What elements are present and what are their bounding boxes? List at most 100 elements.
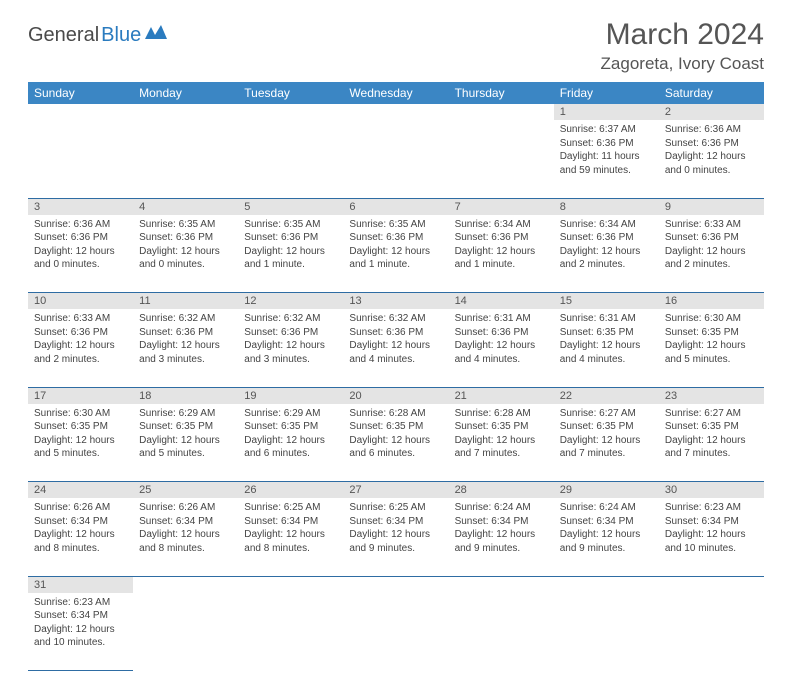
day-cell: Sunrise: 6:24 AMSunset: 6:34 PMDaylight:… — [554, 498, 659, 576]
calendar-body: 12Sunrise: 6:37 AMSunset: 6:36 PMDayligh… — [28, 104, 764, 671]
day-line: Daylight: 12 hours and 7 minutes. — [560, 434, 653, 461]
day-number-cell: 1 — [554, 104, 659, 120]
day-number-cell: 9 — [659, 198, 764, 215]
day-line: Sunrise: 6:26 AM — [139, 501, 232, 515]
day-number-cell: 27 — [343, 482, 448, 499]
day-line: Sunset: 6:36 PM — [665, 137, 758, 151]
day-content: Sunrise: 6:32 AMSunset: 6:36 PMDaylight:… — [133, 309, 238, 372]
day-cell: Sunrise: 6:37 AMSunset: 6:36 PMDaylight:… — [554, 120, 659, 198]
day-line: Sunset: 6:35 PM — [349, 420, 442, 434]
day-cell: Sunrise: 6:36 AMSunset: 6:36 PMDaylight:… — [28, 215, 133, 293]
content-row: Sunrise: 6:26 AMSunset: 6:34 PMDaylight:… — [28, 498, 764, 576]
day-line: Sunset: 6:36 PM — [139, 231, 232, 245]
day-line: Daylight: 12 hours and 0 minutes. — [34, 245, 127, 272]
day-cell — [554, 593, 659, 671]
day-content: Sunrise: 6:30 AMSunset: 6:35 PMDaylight:… — [28, 404, 133, 467]
day-content: Sunrise: 6:34 AMSunset: 6:36 PMDaylight:… — [449, 215, 554, 278]
weekday-header: Saturday — [659, 82, 764, 104]
day-line: Sunset: 6:36 PM — [34, 231, 127, 245]
day-cell: Sunrise: 6:30 AMSunset: 6:35 PMDaylight:… — [28, 404, 133, 482]
day-line: Sunset: 6:36 PM — [349, 231, 442, 245]
day-line: Sunrise: 6:32 AM — [349, 312, 442, 326]
weekday-header-row: SundayMondayTuesdayWednesdayThursdayFrid… — [28, 82, 764, 104]
day-content — [343, 120, 448, 129]
day-line: Sunrise: 6:26 AM — [34, 501, 127, 515]
day-line: Daylight: 12 hours and 2 minutes. — [34, 339, 127, 366]
day-cell: Sunrise: 6:25 AMSunset: 6:34 PMDaylight:… — [343, 498, 448, 576]
day-line: Sunrise: 6:35 AM — [349, 218, 442, 232]
day-content: Sunrise: 6:36 AMSunset: 6:36 PMDaylight:… — [659, 120, 764, 183]
day-number-cell — [133, 576, 238, 593]
day-cell — [343, 593, 448, 671]
day-line: Sunset: 6:35 PM — [665, 420, 758, 434]
day-content — [343, 593, 448, 602]
weekday-header: Thursday — [449, 82, 554, 104]
day-cell: Sunrise: 6:35 AMSunset: 6:36 PMDaylight:… — [238, 215, 343, 293]
weekday-header: Friday — [554, 82, 659, 104]
day-content: Sunrise: 6:31 AMSunset: 6:35 PMDaylight:… — [554, 309, 659, 372]
day-content — [133, 593, 238, 602]
day-line: Daylight: 12 hours and 1 minute. — [349, 245, 442, 272]
day-content: Sunrise: 6:29 AMSunset: 6:35 PMDaylight:… — [133, 404, 238, 467]
day-line: Sunrise: 6:23 AM — [34, 596, 127, 610]
day-line: Daylight: 11 hours and 59 minutes. — [560, 150, 653, 177]
day-cell: Sunrise: 6:34 AMSunset: 6:36 PMDaylight:… — [449, 215, 554, 293]
day-cell — [133, 120, 238, 198]
day-number-cell — [343, 576, 448, 593]
day-content: Sunrise: 6:37 AMSunset: 6:36 PMDaylight:… — [554, 120, 659, 183]
day-line: Sunrise: 6:32 AM — [244, 312, 337, 326]
day-line: Sunrise: 6:33 AM — [665, 218, 758, 232]
day-line: Daylight: 12 hours and 5 minutes. — [139, 434, 232, 461]
daynum-row: 12 — [28, 104, 764, 120]
day-cell: Sunrise: 6:35 AMSunset: 6:36 PMDaylight:… — [343, 215, 448, 293]
day-cell: Sunrise: 6:25 AMSunset: 6:34 PMDaylight:… — [238, 498, 343, 576]
day-number-cell: 26 — [238, 482, 343, 499]
day-cell — [238, 593, 343, 671]
day-line: Sunset: 6:36 PM — [34, 326, 127, 340]
day-line: Sunrise: 6:35 AM — [139, 218, 232, 232]
day-number-cell — [449, 576, 554, 593]
day-line: Sunrise: 6:31 AM — [455, 312, 548, 326]
day-number-cell: 7 — [449, 198, 554, 215]
day-line: Daylight: 12 hours and 4 minutes. — [455, 339, 548, 366]
daynum-row: 31 — [28, 576, 764, 593]
day-cell: Sunrise: 6:28 AMSunset: 6:35 PMDaylight:… — [449, 404, 554, 482]
day-content: Sunrise: 6:32 AMSunset: 6:36 PMDaylight:… — [343, 309, 448, 372]
day-line: Daylight: 12 hours and 5 minutes. — [665, 339, 758, 366]
logo: GeneralBlue — [28, 18, 167, 47]
day-number-cell: 31 — [28, 576, 133, 593]
day-line: Sunset: 6:36 PM — [244, 326, 337, 340]
day-line: Daylight: 12 hours and 1 minute. — [244, 245, 337, 272]
day-line: Daylight: 12 hours and 8 minutes. — [34, 528, 127, 555]
day-line: Daylight: 12 hours and 0 minutes. — [139, 245, 232, 272]
day-number-cell: 6 — [343, 198, 448, 215]
day-content: Sunrise: 6:35 AMSunset: 6:36 PMDaylight:… — [133, 215, 238, 278]
day-content: Sunrise: 6:25 AMSunset: 6:34 PMDaylight:… — [238, 498, 343, 561]
day-cell: Sunrise: 6:33 AMSunset: 6:36 PMDaylight:… — [659, 215, 764, 293]
day-line: Sunrise: 6:29 AM — [244, 407, 337, 421]
day-line: Daylight: 12 hours and 8 minutes. — [244, 528, 337, 555]
weekday-header: Monday — [133, 82, 238, 104]
day-line: Daylight: 12 hours and 6 minutes. — [349, 434, 442, 461]
title-block: March 2024 Zagoreta, Ivory Coast — [601, 18, 764, 74]
day-number-cell: 17 — [28, 387, 133, 404]
day-line: Daylight: 12 hours and 4 minutes. — [349, 339, 442, 366]
day-number-cell — [238, 576, 343, 593]
day-cell — [449, 120, 554, 198]
day-cell: Sunrise: 6:33 AMSunset: 6:36 PMDaylight:… — [28, 309, 133, 387]
day-line: Daylight: 12 hours and 10 minutes. — [665, 528, 758, 555]
day-number-cell: 16 — [659, 293, 764, 310]
day-content: Sunrise: 6:24 AMSunset: 6:34 PMDaylight:… — [554, 498, 659, 561]
day-cell: Sunrise: 6:23 AMSunset: 6:34 PMDaylight:… — [659, 498, 764, 576]
day-content: Sunrise: 6:32 AMSunset: 6:36 PMDaylight:… — [238, 309, 343, 372]
day-cell: Sunrise: 6:27 AMSunset: 6:35 PMDaylight:… — [659, 404, 764, 482]
day-line: Daylight: 12 hours and 2 minutes. — [665, 245, 758, 272]
daynum-row: 10111213141516 — [28, 293, 764, 310]
day-number-cell: 25 — [133, 482, 238, 499]
day-number-cell: 3 — [28, 198, 133, 215]
day-line: Sunset: 6:36 PM — [455, 326, 548, 340]
day-line: Daylight: 12 hours and 1 minute. — [455, 245, 548, 272]
day-number-cell — [133, 104, 238, 120]
day-content: Sunrise: 6:26 AMSunset: 6:34 PMDaylight:… — [133, 498, 238, 561]
day-line: Sunset: 6:35 PM — [560, 420, 653, 434]
